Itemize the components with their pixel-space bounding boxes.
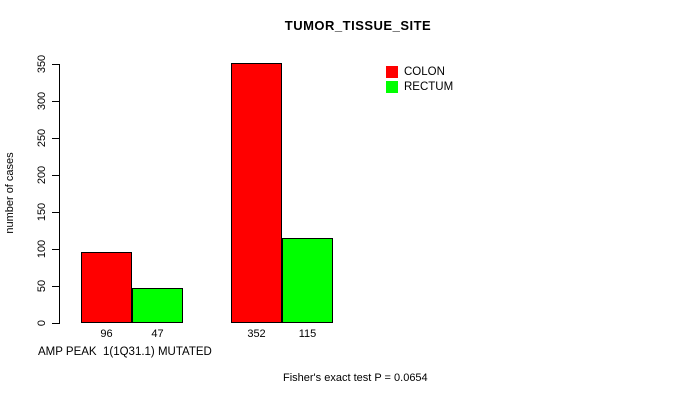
bar-value-label: 47	[151, 328, 164, 340]
y-tick-label: 200	[36, 165, 48, 185]
y-tick-mark	[52, 248, 59, 250]
bar-colon-group2	[231, 63, 282, 323]
y-tick-label: 100	[36, 239, 48, 259]
legend-row: COLON	[386, 64, 453, 79]
legend-row: RECTUM	[386, 79, 453, 94]
y-tick-label: 350	[36, 54, 48, 74]
bar-value-label: 352	[247, 328, 266, 340]
legend-label: COLON	[404, 65, 445, 78]
y-tick-label: 0	[36, 319, 48, 327]
x-axis-label: AMP PEAK 1(1Q31.1) MUTATED	[38, 346, 212, 358]
legend: COLON RECTUM	[386, 64, 453, 94]
y-tick-label: 50	[36, 279, 48, 293]
y-axis-label: number of cases	[4, 152, 16, 234]
y-tick-mark	[52, 211, 59, 213]
y-tick-label: 300	[36, 91, 48, 111]
y-tick-label: 150	[36, 202, 48, 222]
y-tick-mark	[52, 322, 59, 324]
legend-swatch-colon	[386, 65, 398, 78]
y-axis-line	[59, 64, 60, 324]
legend-label: RECTUM	[404, 80, 454, 93]
fisher-test-annotation: Fisher's exact test P = 0.0654	[283, 372, 428, 384]
legend-swatch-rectum	[386, 80, 398, 93]
bar-rectum-group1	[132, 288, 183, 323]
y-tick-mark	[52, 100, 59, 102]
y-tick-mark	[52, 174, 59, 176]
y-tick-label: 250	[36, 128, 48, 148]
y-tick-mark	[52, 63, 59, 65]
chart-title: TUMOR_TISSUE_SITE	[284, 18, 432, 33]
y-tick-mark	[52, 137, 59, 139]
y-tick-mark	[52, 285, 59, 287]
bar-colon-group1	[81, 252, 132, 323]
bar-value-label: 115	[298, 328, 317, 340]
bar-rectum-group2	[282, 238, 333, 323]
bar-value-label: 96	[100, 328, 113, 340]
